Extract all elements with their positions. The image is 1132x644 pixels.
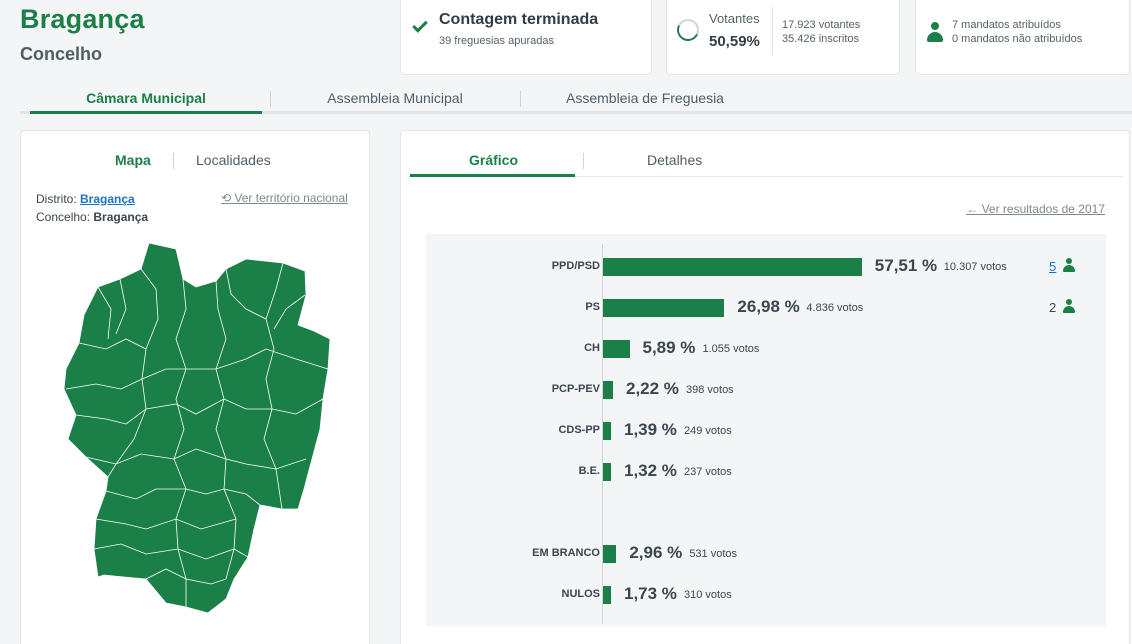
national-territory-label: Ver território nacional: [234, 191, 348, 205]
percent-label: 1,39 %: [624, 420, 677, 439]
person-icon: [926, 22, 944, 44]
results-chart: PPD/PSD 57,51 % 10.307 votos 5 PS 26,98 % 4.83…: [426, 234, 1106, 626]
parish-borders: [65, 262, 329, 607]
person-icon: [1062, 257, 1076, 273]
bar-b-e: [603, 463, 611, 481]
party-label: CH: [584, 342, 600, 354]
votes-label: 398 votos: [685, 384, 734, 396]
tab-assembleia-freguesia[interactable]: Assembleia de Freguesia: [566, 90, 724, 106]
count-status-subtitle: 39 freguesias apuradas: [439, 35, 554, 47]
mandates-assigned: 7 mandatos atribuídos: [952, 19, 1061, 31]
chart-row-cds-pp: CDS-PP 1,39 % 249 votos: [426, 417, 1106, 445]
votes-label: 249 votos: [684, 425, 732, 437]
bar-ps: [603, 299, 725, 317]
mandates-count: 2: [1049, 300, 1057, 315]
main-tabs: Câmara Municipal Assembleia Municipal As…: [20, 84, 1132, 114]
votes-label: 531 votos: [689, 548, 738, 560]
mandates-unassigned: 0 mandatos não atribuídos: [952, 33, 1083, 45]
district-link[interactable]: Bragança: [80, 192, 135, 206]
undo-icon: ⟲: [221, 191, 232, 205]
chart-row-em-branco: EM BRANCO 2,96 % 531 votos: [426, 540, 1106, 568]
votes-label: 4.836 votos: [806, 302, 864, 314]
party-label: B.E.: [578, 465, 600, 477]
county-row: Concelho: Bragança: [36, 210, 148, 224]
party-label: CDS-PP: [558, 424, 600, 436]
tab-separator: [173, 153, 174, 169]
active-tab-underline: [30, 111, 262, 114]
tab-localidades[interactable]: Localidades: [196, 152, 271, 168]
results-panel: Gráfico Detalhes ← Ver resultados de 201…: [400, 130, 1130, 644]
percent-label: 1,32 %: [624, 461, 677, 480]
previous-results-link[interactable]: ← Ver resultados de 2017: [966, 202, 1105, 216]
bar-pcp-pev: [603, 381, 613, 399]
district-label: Distrito:: [36, 192, 77, 206]
tab-grafico[interactable]: Gráfico: [469, 152, 519, 168]
divider: [772, 7, 773, 55]
mandates-card: 7 mandatos atribuídos 0 mandatos não atr…: [915, 0, 1130, 75]
turnout-ring-icon: [673, 15, 703, 45]
active-subtab-underline: [410, 174, 575, 177]
count-status-title: Contagem terminada: [439, 11, 599, 28]
turnout-percent: 50,59%: [709, 33, 760, 50]
bar-em-branco: [603, 545, 617, 563]
chart-row-b-e: B.E. 1,32 % 237 votos: [426, 458, 1106, 486]
turnout-label: Votantes: [709, 11, 760, 26]
bar-ppd-psd: [603, 258, 862, 276]
registered-count: 35.426 inscritos: [782, 33, 860, 45]
percent-label: 26,98 %: [737, 297, 800, 316]
votes-label: 310 votos: [684, 589, 732, 601]
tab-detalhes[interactable]: Detalhes: [647, 152, 703, 168]
votes-label: 10.307 votos: [943, 261, 1007, 273]
chart-row-ppd-psd: PPD/PSD 57,51 % 10.307 votos 5: [426, 253, 1106, 281]
turnout-card: Votantes 50,59% 17.923 votantes 35.426 i…: [666, 0, 900, 75]
tab-separator: [270, 91, 271, 107]
chart-axis: [602, 244, 603, 624]
chart-row-ps: PS 26,98 % 4.836 votos 2: [426, 294, 1106, 322]
tab-camara-municipal[interactable]: Câmara Municipal: [86, 90, 206, 106]
county-value: Bragança: [93, 210, 149, 224]
bar-nulos: [603, 586, 611, 604]
votes-label: 1.055 votos: [702, 343, 760, 355]
national-territory-link[interactable]: ⟲ Ver território nacional: [221, 191, 348, 205]
chart-row-ch: CH 5,89 % 1.055 votos: [426, 335, 1106, 363]
party-label: PPD/PSD: [551, 260, 600, 272]
party-label: PCP-PEV: [551, 383, 600, 395]
votes-label: 237 votos: [684, 466, 732, 478]
district-row: Distrito: Bragança: [36, 192, 135, 206]
voters-count: 17.923 votantes: [782, 19, 861, 31]
arrow-left-icon: ←: [966, 202, 979, 216]
page-subtitle: Concelho: [20, 44, 103, 64]
tab-separator: [520, 91, 521, 107]
tab-assembleia-municipal[interactable]: Assembleia Municipal: [327, 90, 463, 106]
chart-row-pcp-pev: PCP-PEV 2,22 % 398 votos: [426, 376, 1106, 404]
party-label: EM BRANCO: [532, 547, 600, 559]
party-label: NULOS: [561, 588, 601, 600]
county-map-shape[interactable]: [63, 242, 331, 614]
mandates-count[interactable]: 5: [1049, 259, 1057, 274]
bar-ch: [603, 340, 630, 358]
county-map[interactable]: [46, 239, 336, 619]
check-icon: [412, 17, 428, 33]
tab-separator: [583, 153, 584, 169]
map-panel: Mapa Localidades Distrito: Bragança Conc…: [20, 130, 370, 644]
person-icon: [1062, 298, 1076, 314]
percent-label: 5,89 %: [642, 338, 696, 357]
percent-label: 2,96 %: [629, 543, 683, 562]
tab-mapa[interactable]: Mapa: [115, 152, 151, 168]
party-label: PS: [585, 301, 600, 313]
count-status-card: Contagem terminada 39 freguesias apurada…: [400, 0, 652, 75]
percent-label: 1,73 %: [624, 584, 677, 603]
chart-row-nulos: NULOS 1,73 % 310 votos: [426, 581, 1106, 609]
percent-label: 57,51 %: [874, 256, 938, 275]
percent-label: 2,22 %: [625, 379, 679, 398]
previous-results-label: Ver resultados de 2017: [981, 202, 1105, 216]
bar-cds-pp: [603, 422, 611, 440]
county-label: Concelho:: [36, 210, 91, 224]
page-title: Bragança: [20, 4, 145, 34]
subtab-bar: [409, 176, 1123, 177]
